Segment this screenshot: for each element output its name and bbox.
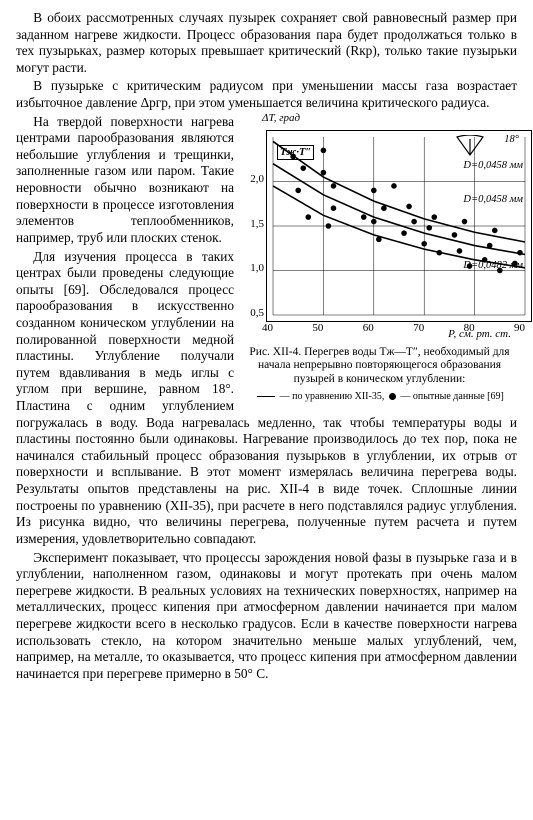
figure-legend: — по уравнению XII-35, — опытные данные … <box>242 391 517 403</box>
x-tick: 60 <box>363 322 374 336</box>
x-tick: 70 <box>413 322 424 336</box>
figure-caption: Рис. XII-4. Перегрев воды Tж—T″, необход… <box>242 346 517 387</box>
x-tick: 50 <box>312 322 323 336</box>
y-tick: 1,0 <box>244 262 264 276</box>
page: В обоих рассмотренных случаях пузырек со… <box>0 0 533 696</box>
paragraph-4: Эксперимент показывает, что процессы зар… <box>16 550 517 683</box>
y-axis-title: ΔT, град <box>262 112 300 126</box>
series-label-2: D=0,0458 мм <box>463 193 523 206</box>
angle-label: 18° <box>504 133 519 146</box>
series-label-3: D=0,0482 мм <box>463 259 523 272</box>
x-tick: 40 <box>262 322 273 336</box>
angle-icon <box>453 135 487 162</box>
legend-dot-icon <box>389 393 396 400</box>
y-tick: 1,5 <box>244 218 264 232</box>
y-tick: 2,0 <box>244 173 264 187</box>
y-tick: 0,5 <box>244 307 264 321</box>
legend-line-icon <box>257 396 275 397</box>
paragraph-2: В пузырьке с критическим радиусом при ум… <box>16 78 517 111</box>
legend-point-text: — опытные данные [69] <box>400 391 504 402</box>
series-label-1: D=0,0458 мм <box>463 159 523 172</box>
chart: Tж·T″ 18° D=0,0458 мм D=0,0458 мм D=0,04… <box>266 130 532 322</box>
paragraph-1: В обоих рассмотренных случаях пузырек со… <box>16 10 517 76</box>
x-tick: 90 <box>514 322 525 336</box>
legend-line-text: — по уравнению XII-35, <box>280 391 385 402</box>
x-tick: 80 <box>464 322 475 336</box>
inset-label: Tж·T″ <box>277 145 314 160</box>
figure-wrapper: ΔT, град Tж·T″ 18° D=0,0458 мм D=0,0458 … <box>242 116 517 403</box>
x-axis-title: P, см. рт. ст. <box>448 328 511 342</box>
